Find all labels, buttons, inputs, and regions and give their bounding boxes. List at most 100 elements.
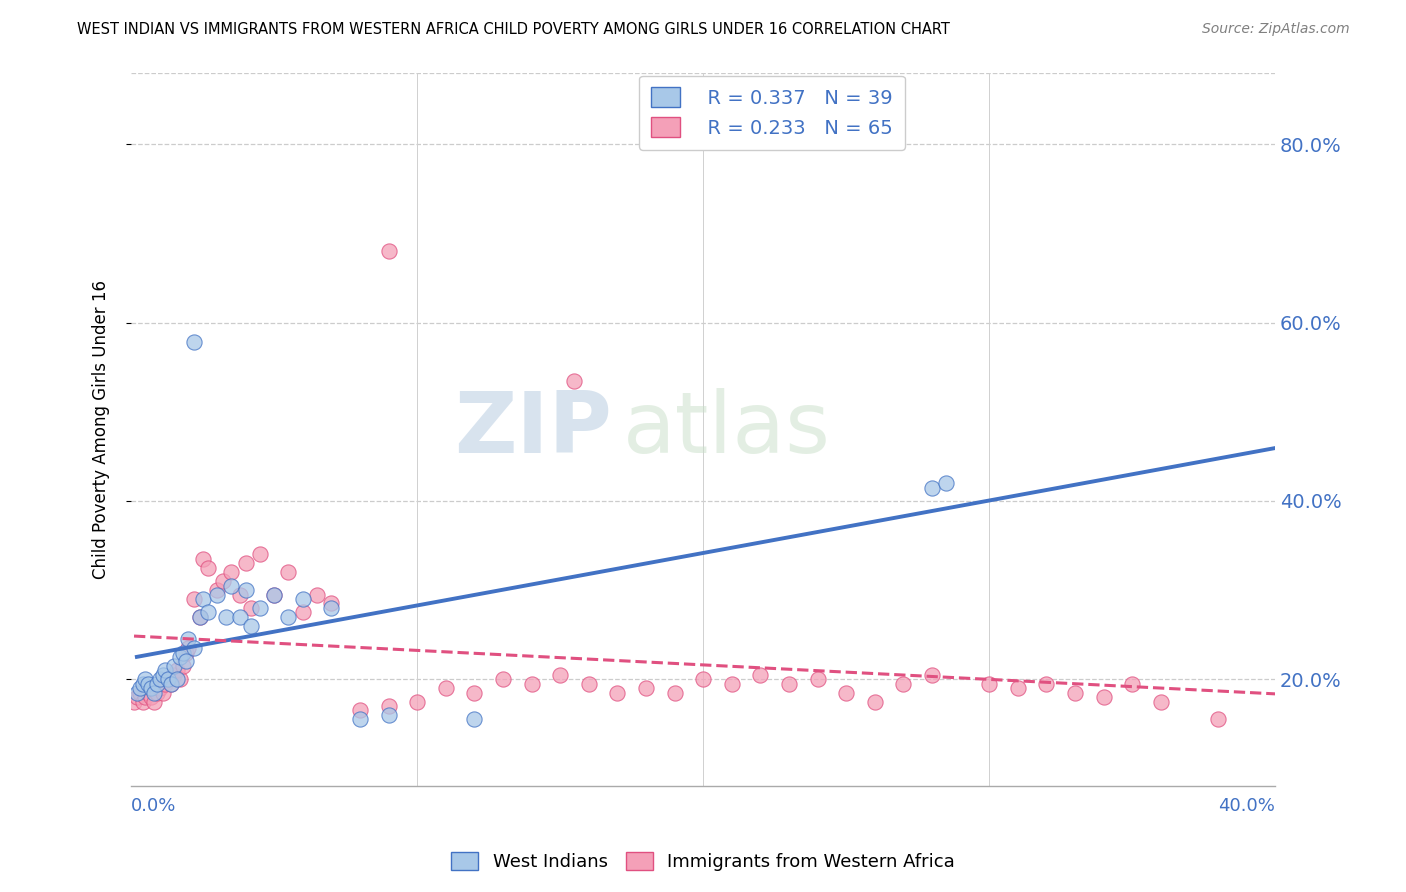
Point xyxy=(191,552,214,566)
Point xyxy=(277,566,299,580)
Point xyxy=(125,690,148,704)
Point xyxy=(979,677,1001,691)
Point xyxy=(578,677,600,691)
Point xyxy=(1121,677,1143,691)
Point xyxy=(152,686,174,700)
Point xyxy=(157,673,180,687)
Y-axis label: Child Poverty Among Girls Under 16: Child Poverty Among Girls Under 16 xyxy=(93,280,110,579)
Point xyxy=(166,673,188,687)
Point xyxy=(131,694,153,708)
Point xyxy=(277,610,299,624)
Point xyxy=(169,650,191,665)
Point xyxy=(128,686,150,700)
Point xyxy=(406,694,429,708)
Point xyxy=(229,588,252,602)
Point xyxy=(169,673,191,687)
Text: ZIP: ZIP xyxy=(454,388,612,471)
Point xyxy=(172,646,194,660)
Point xyxy=(1150,694,1173,708)
Point xyxy=(1092,690,1115,704)
Point xyxy=(174,646,197,660)
Point xyxy=(235,557,257,571)
Point xyxy=(1064,686,1087,700)
Point xyxy=(155,677,177,691)
Point xyxy=(174,655,197,669)
Point xyxy=(134,673,156,687)
Legend:   R = 0.337   N = 39,   R = 0.233   N = 65: R = 0.337 N = 39, R = 0.233 N = 65 xyxy=(638,76,904,150)
Point xyxy=(191,592,214,607)
Point xyxy=(349,712,371,726)
Point xyxy=(463,686,485,700)
Point xyxy=(141,681,163,696)
Text: 40.0%: 40.0% xyxy=(1219,797,1275,815)
Point xyxy=(377,698,399,713)
Point xyxy=(183,335,205,350)
Point xyxy=(720,677,742,691)
Point xyxy=(134,690,156,704)
Point xyxy=(188,610,211,624)
Point xyxy=(172,659,194,673)
Point xyxy=(778,677,800,691)
Point xyxy=(146,677,169,691)
Point xyxy=(229,610,252,624)
Point xyxy=(157,673,180,687)
Point xyxy=(606,686,628,700)
Point xyxy=(163,659,186,673)
Point xyxy=(177,632,200,647)
Point xyxy=(163,668,186,682)
Point xyxy=(548,668,571,682)
Point xyxy=(749,668,772,682)
Point xyxy=(177,641,200,656)
Point xyxy=(197,606,219,620)
Point xyxy=(188,610,211,624)
Point xyxy=(935,476,957,491)
Point xyxy=(377,707,399,722)
Point xyxy=(141,690,163,704)
Point xyxy=(806,673,828,687)
Point xyxy=(211,574,233,589)
Point xyxy=(1035,677,1057,691)
Point xyxy=(321,597,343,611)
Point xyxy=(125,686,148,700)
Point xyxy=(136,677,159,691)
Point xyxy=(893,677,915,691)
Point xyxy=(249,548,271,562)
Text: atlas: atlas xyxy=(623,388,831,471)
Point xyxy=(205,588,228,602)
Point xyxy=(377,244,399,259)
Point xyxy=(219,566,242,580)
Point xyxy=(143,694,166,708)
Point xyxy=(214,610,236,624)
Point xyxy=(149,681,172,696)
Point xyxy=(160,677,183,691)
Point xyxy=(160,677,183,691)
Point xyxy=(146,686,169,700)
Point xyxy=(136,686,159,700)
Point xyxy=(349,703,371,717)
Point xyxy=(291,592,314,607)
Point xyxy=(263,588,285,602)
Point xyxy=(520,677,543,691)
Point xyxy=(183,592,205,607)
Point xyxy=(291,606,314,620)
Point xyxy=(183,641,205,656)
Point xyxy=(166,664,188,678)
Point xyxy=(152,668,174,682)
Text: 0.0%: 0.0% xyxy=(131,797,177,815)
Point xyxy=(1206,712,1229,726)
Point xyxy=(249,601,271,615)
Point xyxy=(321,601,343,615)
Point xyxy=(240,601,263,615)
Point xyxy=(307,588,329,602)
Legend: West Indians, Immigrants from Western Africa: West Indians, Immigrants from Western Af… xyxy=(444,845,962,879)
Point xyxy=(1007,681,1029,696)
Point xyxy=(921,481,943,495)
Point xyxy=(240,619,263,633)
Point xyxy=(634,681,657,696)
Point xyxy=(155,664,177,678)
Point xyxy=(263,588,285,602)
Point xyxy=(143,686,166,700)
Point xyxy=(835,686,858,700)
Point xyxy=(131,677,153,691)
Point xyxy=(149,673,172,687)
